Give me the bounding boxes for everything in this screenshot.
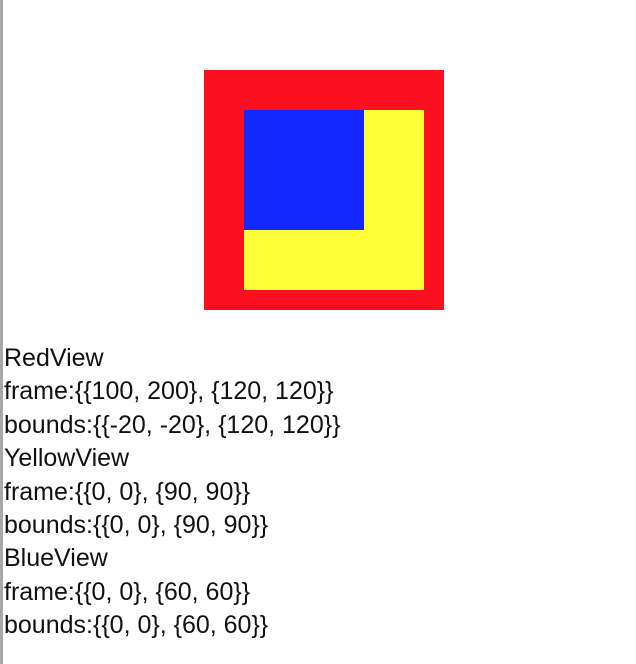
blue-view-bounds: bounds:{{0, 0}, {60, 60}} <box>4 611 269 640</box>
red-view-bounds: bounds:{{-20, -20}, {120, 120}} <box>4 410 341 439</box>
view-info-list: RedView frame:{{100, 200}, {120, 120}} b… <box>4 342 632 643</box>
blue-view-title: BlueView <box>4 544 108 573</box>
yellow-view <box>244 110 424 290</box>
red-view-title: RedView <box>4 344 104 372</box>
window-left-edge <box>0 0 3 664</box>
red-view-frame: frame:{{100, 200}, {120, 120}} <box>4 377 334 406</box>
yellow-view-frame: frame:{{0, 0}, {90, 90}} <box>4 477 251 506</box>
blue-view <box>244 110 364 230</box>
red-view <box>204 70 444 310</box>
yellow-view-title: YellowView <box>4 444 130 473</box>
yellow-view-bounds: bounds:{{0, 0}, {90, 90}} <box>4 510 269 539</box>
blue-view-frame: frame:{{0, 0}, {60, 60}} <box>4 577 251 606</box>
